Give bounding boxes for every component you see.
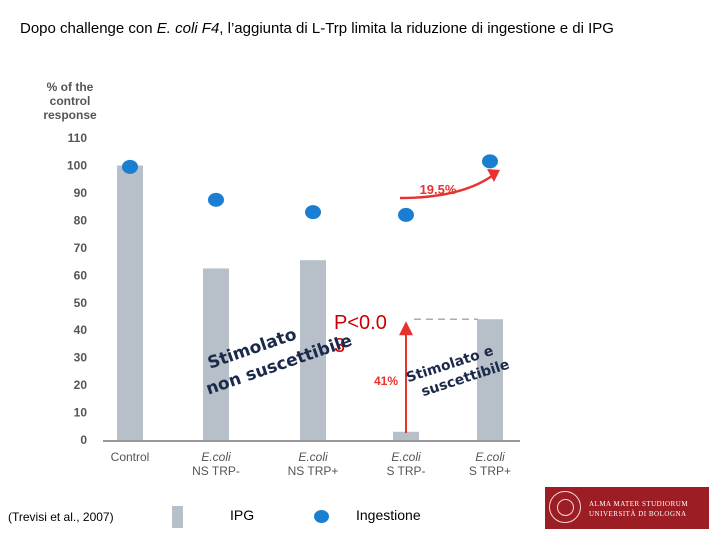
y-tick-label: 80 [74,213,88,227]
ingestione-point [482,154,498,169]
y-tick-label: 50 [74,296,88,310]
y-tick-label: 60 [74,268,88,282]
legend-ingestione-swatch [314,510,329,523]
ingestione-point [398,207,414,222]
ipg-bar [203,268,229,440]
logo-line-1: ALMA MATER STUDIORUM [589,500,689,508]
slide-title: Dopo challenge con E. coli F4, l’aggiunt… [20,20,614,37]
legend-ipg-label: IPG [230,507,255,523]
citation: (Trevisi et al., 2007) [8,510,114,524]
ingestione-point [305,205,321,220]
y-tick-label: 70 [74,241,88,255]
ingestione-point [208,192,224,207]
x-tick-label: E.coli NS TRP+ [288,450,339,478]
increase-arrow-head [487,169,500,182]
y-tick-label: 100 [67,159,87,173]
legend-ipg-swatch [172,506,183,528]
y-tick-label: 110 [68,131,88,145]
logo-line-2: UNIVERSITÀ DI BOLOGNA [589,510,687,518]
ipg-bar [477,319,503,440]
seal-icon [549,491,581,523]
x-tick-label: E.coli NS TRP- [192,450,240,478]
x-tick-label: E.coli S TRP- [386,450,425,478]
y-tick-label: 20 [74,378,88,392]
y-tick-label: 40 [74,323,88,337]
increase-arrow-curve [399,174,493,200]
y-tick-label: 90 [74,186,88,200]
x-tick-label: Control [111,450,150,464]
legend-ingestione-label: Ingestione [356,507,421,523]
y-tick-label: 0 [80,433,87,447]
y-axis-label: % of the control response [43,80,97,122]
decrease-arrow-head [399,321,413,336]
ingestione-point [122,159,138,174]
decrease-label: 41% [374,374,398,388]
y-tick-label: 10 [74,406,88,420]
increase-label: 19.5% [420,182,457,197]
ipg-bar [117,165,143,440]
ipg-bar [300,260,326,440]
p-value-label: P<0.0 3 [334,312,387,357]
x-tick-label: E.coli S TRP+ [469,450,511,478]
ipg-bar [393,431,419,440]
y-tick-label: 30 [74,351,88,365]
university-logo: ALMA MATER STUDIORUM UNIVERSITÀ DI BOLOG… [545,487,709,529]
